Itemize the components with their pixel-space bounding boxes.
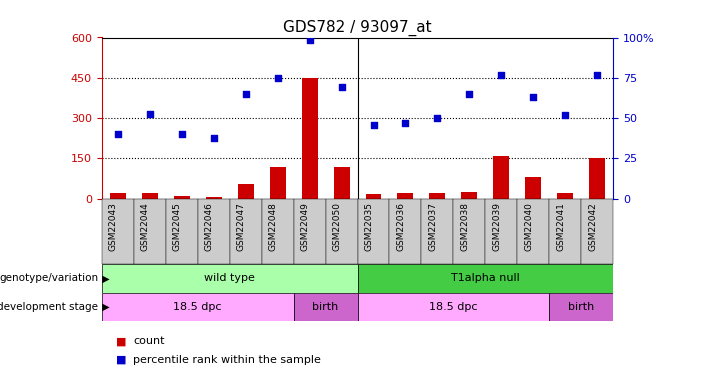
Bar [526,177,541,199]
FancyBboxPatch shape [165,199,198,264]
Text: GSM22047: GSM22047 [236,202,245,251]
Point [336,84,347,90]
Text: genotype/variation: genotype/variation [0,273,98,284]
Text: ■: ■ [116,336,130,346]
FancyBboxPatch shape [485,199,517,264]
Text: GSM22045: GSM22045 [172,202,182,251]
FancyBboxPatch shape [454,199,485,264]
Text: birth: birth [569,302,594,312]
Point [304,37,315,43]
Text: T1alpha null: T1alpha null [451,273,520,284]
Point [464,91,475,97]
FancyBboxPatch shape [102,199,134,264]
Text: birth: birth [313,302,339,312]
Point [176,131,187,137]
FancyBboxPatch shape [390,199,421,264]
Point [208,135,219,141]
Point [112,131,123,137]
FancyBboxPatch shape [421,199,454,264]
FancyBboxPatch shape [102,264,358,292]
Bar [270,166,285,199]
Text: GSM22040: GSM22040 [524,202,533,251]
Bar [334,166,350,199]
FancyBboxPatch shape [325,199,358,264]
Text: ■: ■ [116,355,130,365]
Point [592,72,603,78]
Text: GSM22044: GSM22044 [141,202,149,251]
Bar [557,193,573,199]
Text: GSM22046: GSM22046 [205,202,214,251]
Text: count: count [133,336,165,346]
Text: ▶: ▶ [99,273,109,284]
FancyBboxPatch shape [358,292,550,321]
Bar [430,194,445,199]
Point [496,72,507,78]
Text: ▶: ▶ [99,302,109,312]
FancyBboxPatch shape [198,199,230,264]
FancyBboxPatch shape [134,199,165,264]
Bar [142,193,158,199]
Title: GDS782 / 93097_at: GDS782 / 93097_at [283,20,432,36]
Text: GSM22041: GSM22041 [557,202,566,251]
Point [432,115,443,121]
Text: GSM22037: GSM22037 [428,202,437,251]
Bar [590,158,606,199]
Bar [109,194,125,199]
Text: GSM22035: GSM22035 [365,202,374,251]
Point [144,111,155,117]
FancyBboxPatch shape [102,292,294,321]
Text: GSM22049: GSM22049 [301,202,310,251]
Bar [461,192,477,199]
Point [528,94,539,100]
FancyBboxPatch shape [581,199,613,264]
Text: GSM22043: GSM22043 [109,202,118,251]
Text: 18.5 dpc: 18.5 dpc [429,302,477,312]
Text: 18.5 dpc: 18.5 dpc [173,302,222,312]
Text: GSM22042: GSM22042 [588,202,597,251]
FancyBboxPatch shape [517,199,550,264]
Text: development stage: development stage [0,302,98,312]
Text: wild type: wild type [204,273,255,284]
Text: GSM22039: GSM22039 [492,202,501,251]
Point [400,120,411,126]
Bar [205,196,222,199]
Text: GSM22036: GSM22036 [397,202,405,251]
Point [560,112,571,118]
Text: GSM22048: GSM22048 [268,202,278,251]
Point [240,91,251,97]
FancyBboxPatch shape [358,264,613,292]
Bar [494,156,510,199]
Text: percentile rank within the sample: percentile rank within the sample [133,355,321,365]
FancyBboxPatch shape [550,199,581,264]
FancyBboxPatch shape [358,199,390,264]
FancyBboxPatch shape [230,199,261,264]
FancyBboxPatch shape [261,199,294,264]
FancyBboxPatch shape [550,292,613,321]
Bar [238,184,254,199]
Bar [365,194,381,199]
FancyBboxPatch shape [294,292,358,321]
Text: GSM22050: GSM22050 [332,202,341,251]
Text: GSM22038: GSM22038 [461,202,470,251]
Point [368,122,379,128]
Bar [301,78,318,199]
FancyBboxPatch shape [294,199,325,264]
Bar [397,193,414,199]
Point [272,75,283,81]
Bar [174,196,189,199]
